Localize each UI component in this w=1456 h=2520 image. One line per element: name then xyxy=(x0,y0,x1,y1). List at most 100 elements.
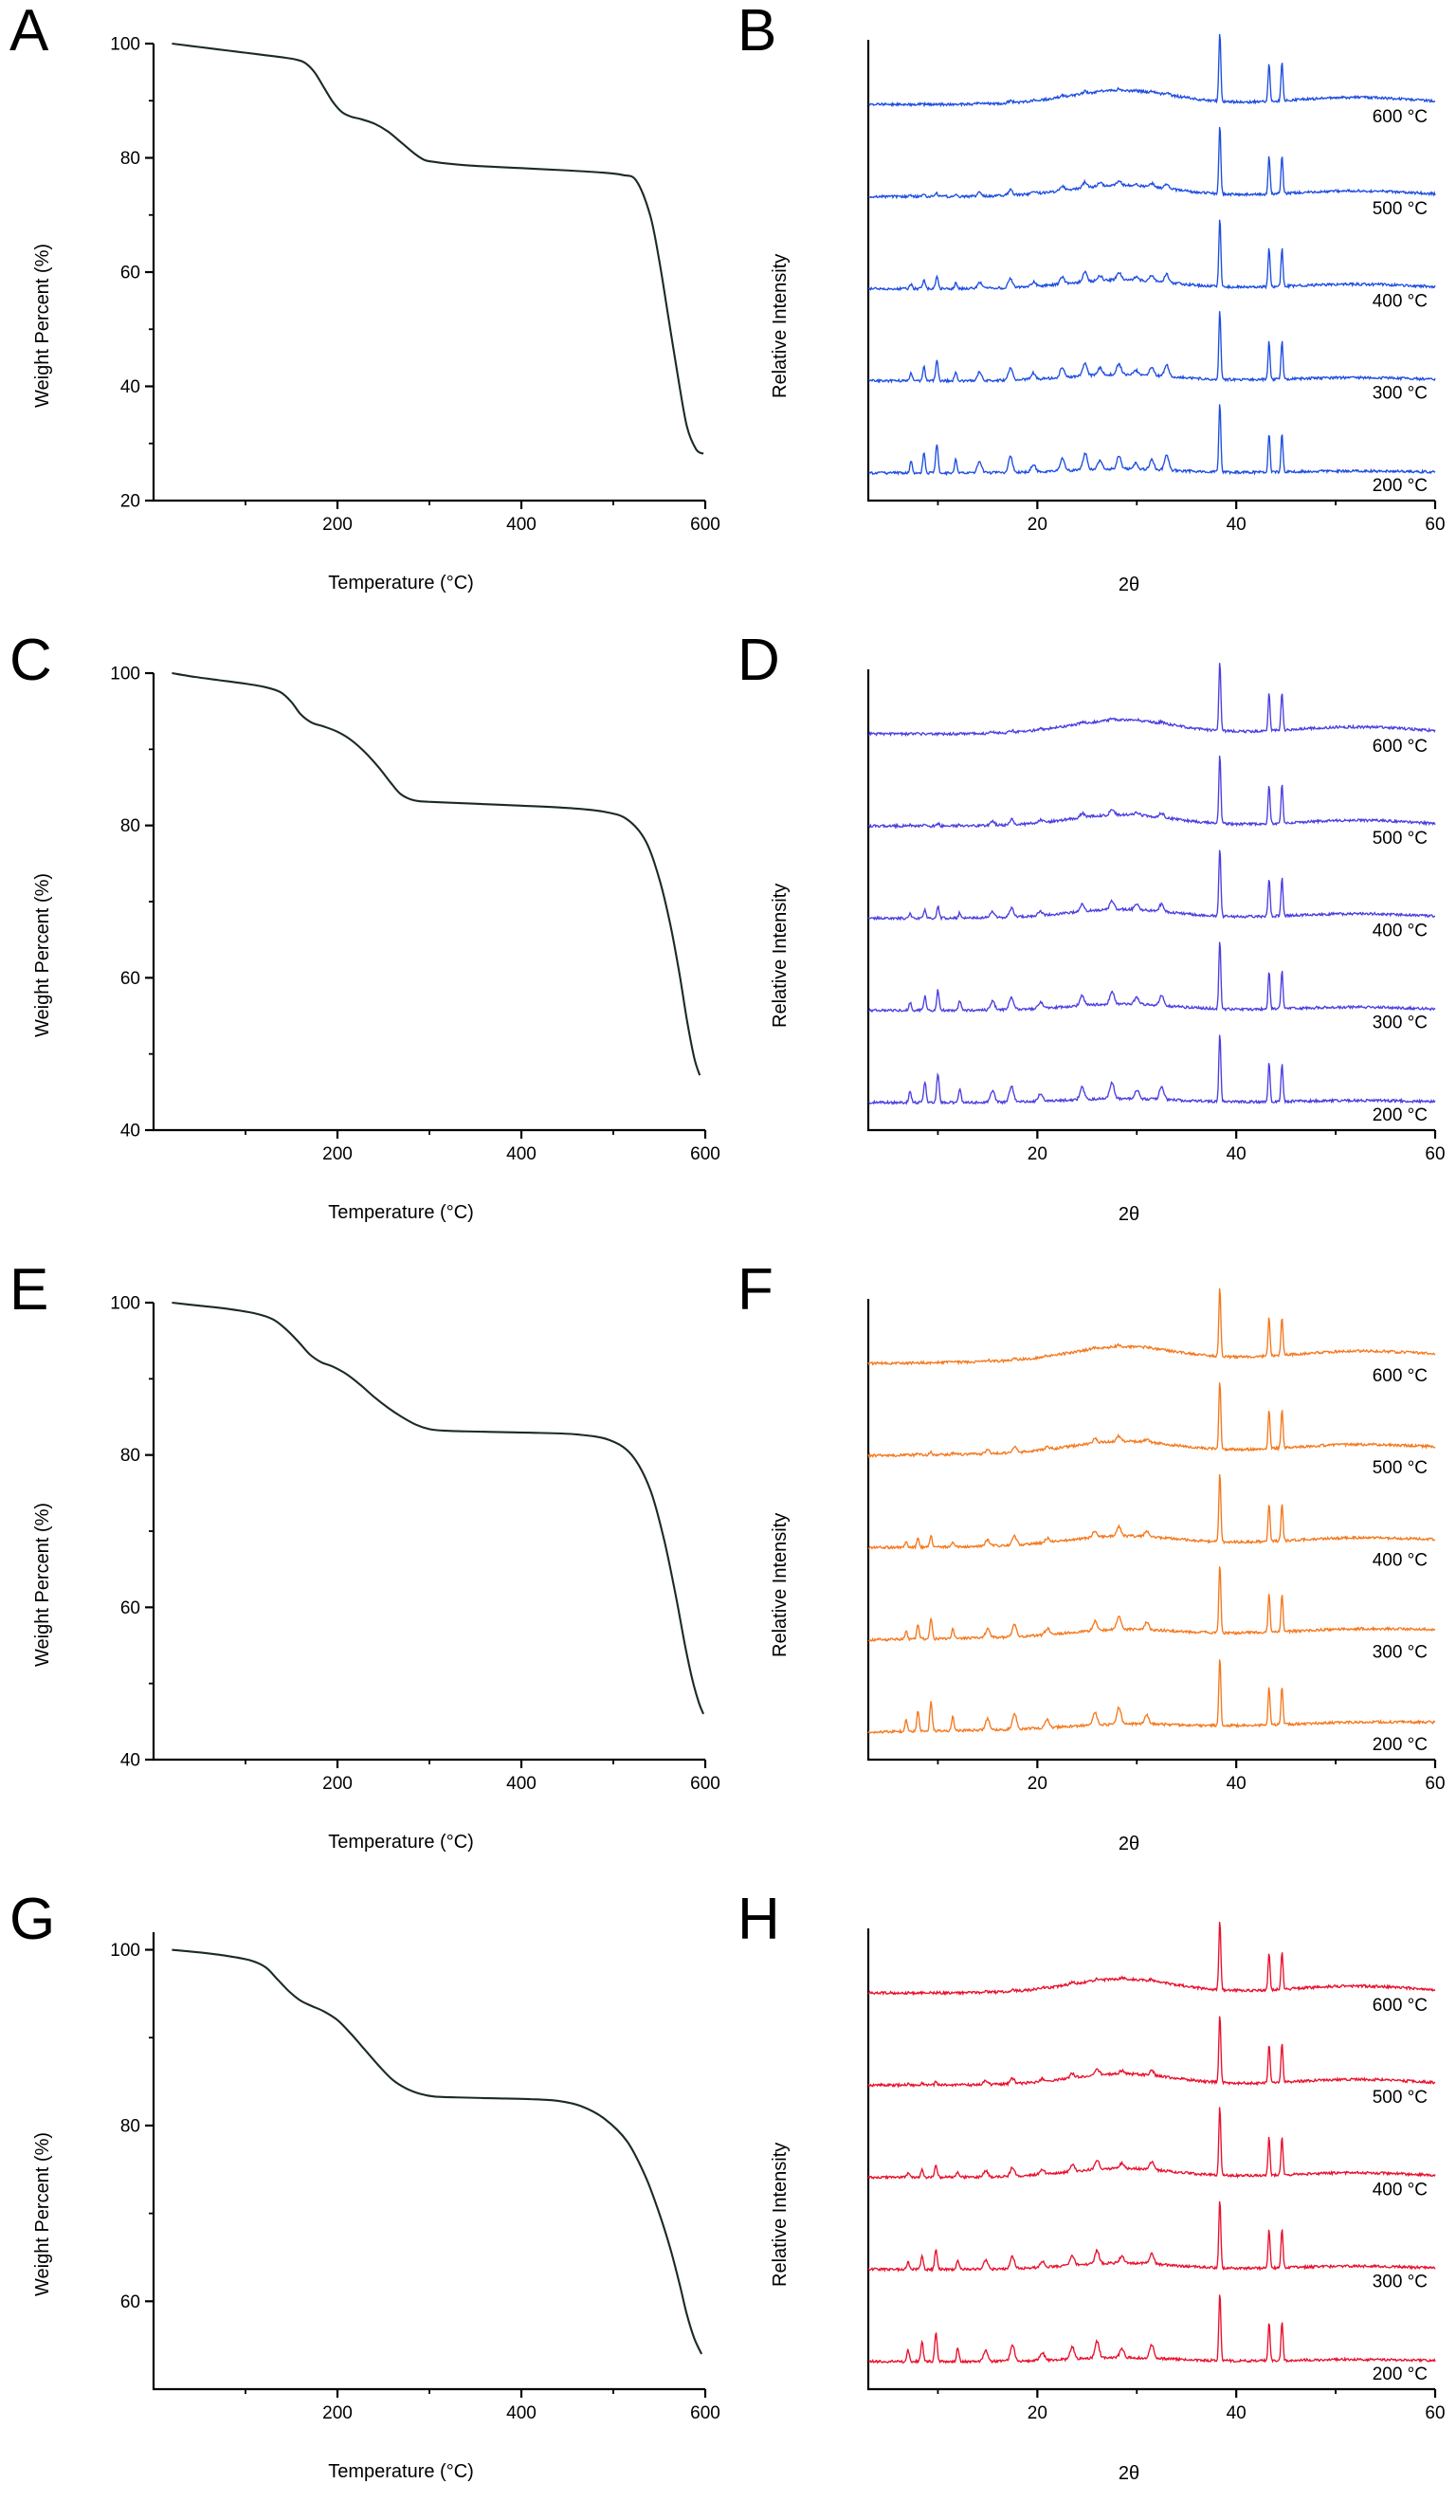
tga-curve xyxy=(172,1301,705,1715)
x-tick-label: 400 xyxy=(506,1144,537,1164)
panel-letter-b: B xyxy=(737,0,777,64)
xrd-trace xyxy=(867,941,1436,1013)
trace-temperature-label: 200 °C xyxy=(1373,2365,1428,2384)
panel-letter-f: F xyxy=(737,1257,774,1323)
trace-temperature-label: 500 °C xyxy=(1373,2088,1428,2108)
x-tick-label: 60 xyxy=(1425,515,1445,535)
plot-area: 60 80 100 200 400 600 xyxy=(91,1923,720,2427)
tga-curve xyxy=(172,671,701,1076)
panel-d: D 20 40 60 200 °C 300 °C 400 °C 500 °C 600 °C Rel… xyxy=(728,630,1456,1259)
x-tick-label: 600 xyxy=(690,2403,720,2423)
y-tick-label: 100 xyxy=(110,1294,140,1314)
x-tick-label: 20 xyxy=(1028,1774,1047,1794)
xrd-trace xyxy=(867,1287,1436,1366)
x-tick-label: 600 xyxy=(690,1144,720,1164)
x-tick-label: 60 xyxy=(1425,1144,1445,1164)
trace-temperature-label: 600 °C xyxy=(1373,1366,1428,1386)
trace-temperature-label: 600 °C xyxy=(1373,107,1428,127)
trace-temperature-label: 500 °C xyxy=(1373,199,1428,219)
y-axis-title-weight-percent: Weight Percent (%) xyxy=(32,243,53,408)
trace-temperature-label: 500 °C xyxy=(1373,829,1428,849)
tga-curve xyxy=(172,1948,703,2355)
panel-g: G 60 80 100 200 400 600 Weight Percent (%) Tempe… xyxy=(0,1889,728,2518)
panel-letter-e: E xyxy=(9,1257,49,1323)
tga-plot-c: 40 60 80 100 200 400 600 xyxy=(110,665,720,1165)
trace-temperature-label: 300 °C xyxy=(1373,1013,1428,1033)
trace-temperature-label: 200 °C xyxy=(1373,1105,1428,1125)
y-tick-label: 100 xyxy=(110,35,140,55)
x-tick-label: 200 xyxy=(322,515,353,535)
x-axis-title-two-theta: 2θ xyxy=(1118,1204,1140,1225)
plot-area: 40 60 80 100 200 400 600 xyxy=(91,664,720,1168)
plot-area: 20 40 60 80 100 200 400 600 xyxy=(91,34,720,539)
axis-lines xyxy=(152,1932,705,2391)
panel-letter-d: D xyxy=(737,628,780,693)
tga-plot-a: 20 40 60 80 100 200 400 600 xyxy=(110,35,720,536)
x-tick-label: 20 xyxy=(1028,515,1047,535)
y-tick-label: 40 xyxy=(120,1122,140,1141)
panel-f: F 20 40 60 200 °C 300 °C 400 °C 500 °C 600 °C Rel… xyxy=(728,1259,1456,1889)
y-tick-label: 80 xyxy=(120,816,140,836)
trace-temperature-label: 300 °C xyxy=(1373,2273,1428,2292)
trace-temperature-label: 300 °C xyxy=(1373,1643,1428,1663)
y-tick-label: 100 xyxy=(110,665,140,685)
y-tick-label: 40 xyxy=(120,1751,140,1771)
y-axis-title-relative-intensity: Relative Intensity xyxy=(770,2142,791,2287)
x-tick-label: 60 xyxy=(1425,1774,1445,1794)
xrd-trace xyxy=(867,1659,1436,1735)
x-axis-title-two-theta: 2θ xyxy=(1118,2463,1140,2484)
y-tick-label: 60 xyxy=(120,264,140,283)
trace-temperature-label: 600 °C xyxy=(1373,737,1428,757)
y-tick-label: 60 xyxy=(120,2292,140,2312)
xrd-trace xyxy=(867,311,1436,384)
xrd-trace xyxy=(867,2200,1436,2273)
xrd-plot-d: 20 40 60 200 °C 300 °C 400 °C 500 °C 600 °C xyxy=(866,663,1446,1164)
y-axis-title-weight-percent: Weight Percent (%) xyxy=(32,2131,53,2296)
plot-area: 20 40 60 200 °C 300 °C 400 °C 500 °C 600 °C xyxy=(819,1922,1446,2427)
panel-letter-h: H xyxy=(737,1887,780,1952)
axis-lines xyxy=(152,44,705,502)
x-tick-label: 20 xyxy=(1028,2403,1047,2423)
y-axis-title-relative-intensity: Relative Intensity xyxy=(770,1512,791,1657)
trace-temperature-label: 400 °C xyxy=(1373,291,1428,311)
trace-temperature-label: 400 °C xyxy=(1373,1550,1428,1570)
trace-temperature-label: 400 °C xyxy=(1373,921,1428,940)
trace-temperature-label: 300 °C xyxy=(1373,384,1428,404)
y-tick-label: 80 xyxy=(120,1446,140,1466)
panel-b: B 20 40 60 200 °C 300 °C 400 °C 500 °C 600 °C Rel… xyxy=(728,0,1456,630)
x-tick-label: 40 xyxy=(1227,1774,1247,1794)
x-axis-title-temperature: Temperature (°C) xyxy=(328,1202,474,1223)
panel-letter-c: C xyxy=(9,628,52,693)
trace-temperature-label: 200 °C xyxy=(1373,476,1428,496)
x-tick-label: 600 xyxy=(690,515,720,535)
axis-lines xyxy=(866,1299,1435,1762)
panel-c: C 40 60 80 100 200 400 600 Weight Percent (%) Tem… xyxy=(0,630,728,1259)
axis-lines xyxy=(866,669,1435,1132)
y-tick-label: 20 xyxy=(120,492,140,512)
axis-lines xyxy=(152,1303,705,1762)
plot-area: 20 40 60 200 °C 300 °C 400 °C 500 °C 600 °C xyxy=(819,33,1446,539)
x-tick-label: 40 xyxy=(1227,2403,1247,2423)
x-tick-label: 200 xyxy=(322,1144,353,1164)
x-tick-label: 200 xyxy=(322,1774,353,1794)
x-tick-label: 40 xyxy=(1227,1144,1247,1164)
xrd-trace xyxy=(867,1922,1436,1997)
trace-temperature-label: 500 °C xyxy=(1373,1458,1428,1478)
plot-area: 20 40 60 200 °C 300 °C 400 °C 500 °C 600 °C xyxy=(819,1287,1446,1798)
x-axis-title-two-theta: 2θ xyxy=(1118,1834,1140,1854)
xrd-trace xyxy=(867,219,1436,292)
xrd-trace xyxy=(867,2294,1436,2365)
xrd-plot-b: 20 40 60 200 °C 300 °C 400 °C 500 °C 600 °C xyxy=(866,33,1446,535)
x-tick-label: 400 xyxy=(506,2403,537,2423)
x-axis-title-temperature: Temperature (°C) xyxy=(328,1832,474,1853)
y-axis-title-weight-percent: Weight Percent (%) xyxy=(32,872,53,1037)
xrd-plot-f: 20 40 60 200 °C 300 °C 400 °C 500 °C 600 °C xyxy=(866,1287,1446,1794)
x-axis-title-two-theta: 2θ xyxy=(1118,575,1140,595)
tga-plot-g: 60 80 100 200 400 600 xyxy=(110,1932,720,2423)
trace-temperature-label: 400 °C xyxy=(1373,2180,1428,2200)
y-tick-label: 60 xyxy=(120,1598,140,1618)
x-tick-label: 20 xyxy=(1028,1144,1047,1164)
axis-lines xyxy=(152,673,705,1132)
xrd-trace xyxy=(867,755,1436,830)
